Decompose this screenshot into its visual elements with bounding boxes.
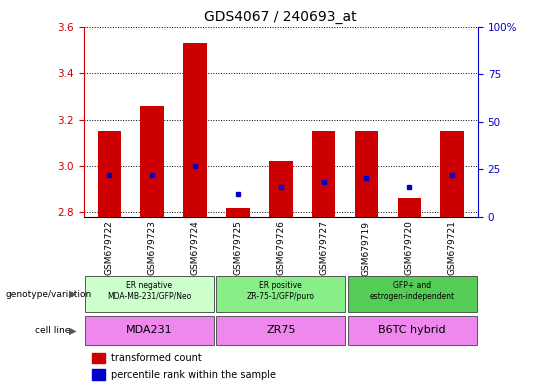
Text: GSM679724: GSM679724: [191, 220, 200, 275]
FancyBboxPatch shape: [217, 276, 345, 312]
FancyBboxPatch shape: [85, 316, 214, 345]
Text: transformed count: transformed count: [111, 353, 202, 363]
Text: cell line: cell line: [35, 326, 71, 335]
Text: MDA231: MDA231: [126, 325, 173, 336]
Bar: [92, 369, 105, 380]
Text: GSM679721: GSM679721: [448, 220, 457, 275]
Bar: [98, 131, 121, 217]
Text: GSM679722: GSM679722: [105, 220, 114, 275]
Bar: [397, 199, 421, 217]
Bar: [140, 106, 164, 217]
Text: GSM679719: GSM679719: [362, 220, 371, 276]
Text: ER negative
MDA-MB-231/GFP/Neo: ER negative MDA-MB-231/GFP/Neo: [107, 281, 192, 301]
Text: ▶: ▶: [69, 326, 77, 336]
Text: ZR75: ZR75: [266, 325, 295, 336]
Bar: [441, 131, 464, 217]
Text: GSM679727: GSM679727: [319, 220, 328, 275]
Bar: [355, 131, 379, 217]
Text: percentile rank within the sample: percentile rank within the sample: [111, 369, 276, 379]
FancyBboxPatch shape: [348, 316, 477, 345]
Bar: [312, 131, 335, 217]
Bar: [226, 208, 249, 217]
Bar: [92, 353, 105, 363]
Text: ▶: ▶: [69, 289, 77, 299]
Text: GSM679720: GSM679720: [405, 220, 414, 275]
Title: GDS4067 / 240693_at: GDS4067 / 240693_at: [205, 10, 357, 25]
Text: GFP+ and
estrogen-independent: GFP+ and estrogen-independent: [370, 281, 455, 301]
Text: GSM679726: GSM679726: [276, 220, 285, 275]
Text: genotype/variation: genotype/variation: [5, 290, 92, 299]
FancyBboxPatch shape: [348, 276, 477, 312]
Text: GSM679723: GSM679723: [148, 220, 157, 275]
FancyBboxPatch shape: [85, 276, 214, 312]
Text: ER positive
ZR-75-1/GFP/puro: ER positive ZR-75-1/GFP/puro: [247, 281, 315, 301]
Text: GSM679725: GSM679725: [233, 220, 242, 275]
Text: B6TC hybrid: B6TC hybrid: [379, 325, 446, 336]
Bar: [183, 43, 207, 217]
Bar: [269, 161, 293, 217]
FancyBboxPatch shape: [217, 316, 345, 345]
